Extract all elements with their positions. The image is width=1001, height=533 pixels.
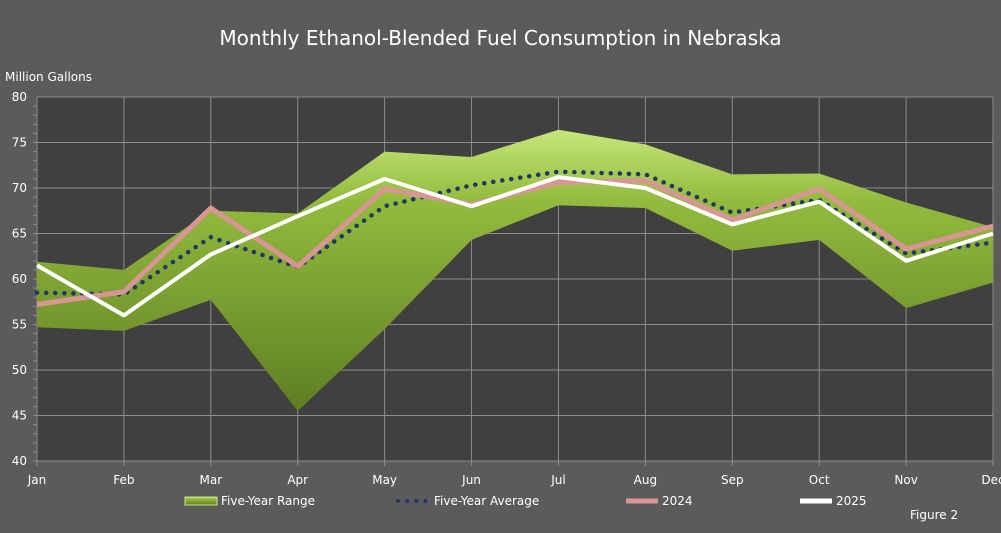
- y-tick-label: 55: [12, 318, 27, 332]
- y-axis-label: Million Gallons: [5, 70, 92, 84]
- figure-label: Figure 2: [910, 508, 959, 522]
- x-tick-label: Aug: [634, 473, 657, 487]
- x-tick-label: Dec: [981, 473, 1001, 487]
- legend-label: Five-Year Range: [221, 494, 315, 508]
- y-tick-label: 40: [12, 454, 27, 468]
- series-line-five-year-average: [34, 169, 996, 297]
- y-tick-label: 65: [12, 227, 27, 241]
- x-tick-label: Feb: [113, 473, 134, 487]
- legend-label: 2025: [836, 494, 867, 508]
- series-line-2025: [36, 175, 994, 318]
- x-tick-label: Oct: [809, 473, 830, 487]
- five-year-range-area: [37, 129, 993, 411]
- y-tick-label: 50: [12, 363, 27, 377]
- legend-swatch-range: [184, 496, 218, 506]
- y-tick-label: 45: [12, 409, 27, 423]
- chart-title: Monthly Ethanol-Blended Fuel Consumption…: [219, 26, 782, 50]
- legend-label: Five-Year Average: [434, 494, 539, 508]
- x-tick-label: Sep: [721, 473, 744, 487]
- y-tick-label: 60: [12, 272, 27, 286]
- x-tick-label: May: [372, 473, 397, 487]
- y-tick-label: 75: [12, 136, 27, 150]
- x-tick-label: Apr: [287, 473, 308, 487]
- y-tick-label: 70: [12, 181, 27, 195]
- x-tick-label: Nov: [894, 473, 917, 487]
- legend-label: 2024: [662, 494, 693, 508]
- y-tick-label: 80: [12, 90, 27, 104]
- x-tick-label: Jun: [461, 473, 481, 487]
- x-tick-label: Mar: [199, 473, 222, 487]
- x-tick-label: Jul: [550, 473, 565, 487]
- x-tick-label: Jan: [27, 473, 47, 487]
